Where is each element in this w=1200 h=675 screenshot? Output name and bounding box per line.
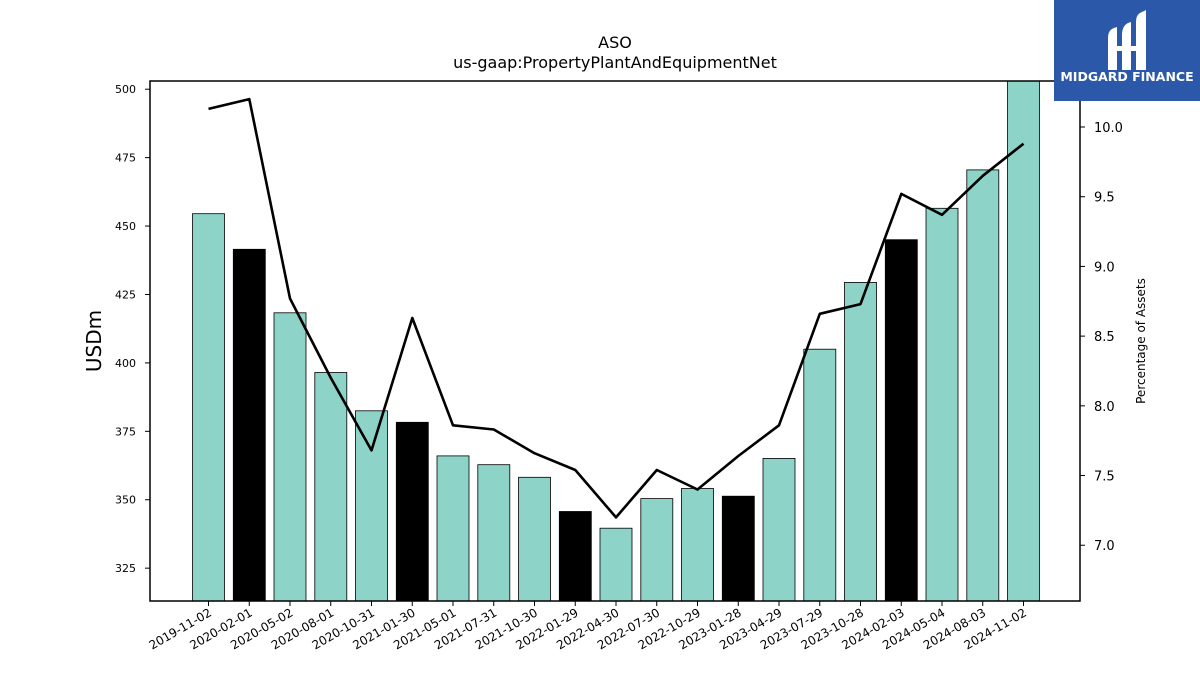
y-tick-label: 375 [115, 425, 136, 438]
y-tick-label: 325 [115, 562, 136, 575]
bar-2020-02-01 [232, 248, 266, 602]
logo-text: MIDGARD FINANCE [1060, 69, 1193, 84]
line-group [208, 97, 1025, 519]
bar-2023-10-28 [844, 281, 877, 602]
y-tick-label: 475 [115, 152, 136, 165]
bar-2024-05-04 [925, 207, 959, 602]
bar-2020-05-02 [273, 312, 307, 602]
y-tick-label: 500 [115, 83, 136, 96]
y2-tick-label: 7.5 [1094, 470, 1115, 485]
bar-2023-04-29 [762, 457, 796, 602]
y-tick-label: 400 [115, 357, 136, 370]
bars-group [192, 80, 1040, 602]
bar-2020-08-01 [314, 372, 348, 602]
bar-2021-07-31 [477, 464, 511, 602]
y-axis-right: 7.0 7.5 8.0 8.5 9.0 9.5 10.0 [1080, 121, 1123, 554]
y-axis-label: USDm [82, 310, 106, 372]
bar-2024-02-03 [884, 239, 918, 602]
bar-2021-10-30 [518, 476, 551, 602]
bar-2022-04-30 [599, 527, 633, 602]
bar-2022-10-29 [681, 488, 714, 602]
y-tick-label: 350 [115, 494, 136, 507]
y2-axis-label: Percentage of Assets [1134, 278, 1148, 404]
chart-subtitle: us-gaap:PropertyPlantAndEquipmentNet [453, 53, 777, 72]
chart-title: ASO [598, 33, 632, 52]
x-axis: 2019-11-022020-02-012020-05-022020-08-01… [147, 601, 1029, 652]
midgard-logo-icon [1108, 10, 1146, 70]
y-axis-left: 325 350 375 400 425 450 475 500 [115, 83, 150, 575]
y2-tick-label: 9.0 [1094, 260, 1115, 275]
percentage-line [208, 97, 1025, 519]
plot-frame [149, 80, 1081, 602]
y2-tick-label: 7.0 [1094, 539, 1115, 554]
y-tick-label: 450 [115, 220, 136, 233]
bar-2024-08-03 [966, 169, 1000, 602]
y2-tick-label: 8.0 [1094, 400, 1115, 415]
y2-tick-label: 8.5 [1094, 330, 1115, 345]
y2-tick-label: 9.5 [1094, 191, 1115, 206]
bar-2022-01-29 [558, 511, 592, 602]
bar-2021-05-01 [436, 455, 470, 602]
y2-tick-label: 10.0 [1094, 121, 1123, 136]
y-tick-label: 425 [115, 288, 136, 301]
bar-2020-10-31 [355, 410, 388, 602]
bar-2021-01-30 [395, 421, 429, 602]
bar-2022-07-30 [640, 498, 674, 602]
bar-2024-11-02 [1007, 80, 1040, 602]
bar-2023-01-28 [721, 495, 755, 602]
bar-2019-11-02 [192, 213, 225, 602]
bar-2023-07-29 [803, 348, 837, 602]
midgard-finance-logo: MIDGARD FINANCE [1054, 0, 1200, 101]
